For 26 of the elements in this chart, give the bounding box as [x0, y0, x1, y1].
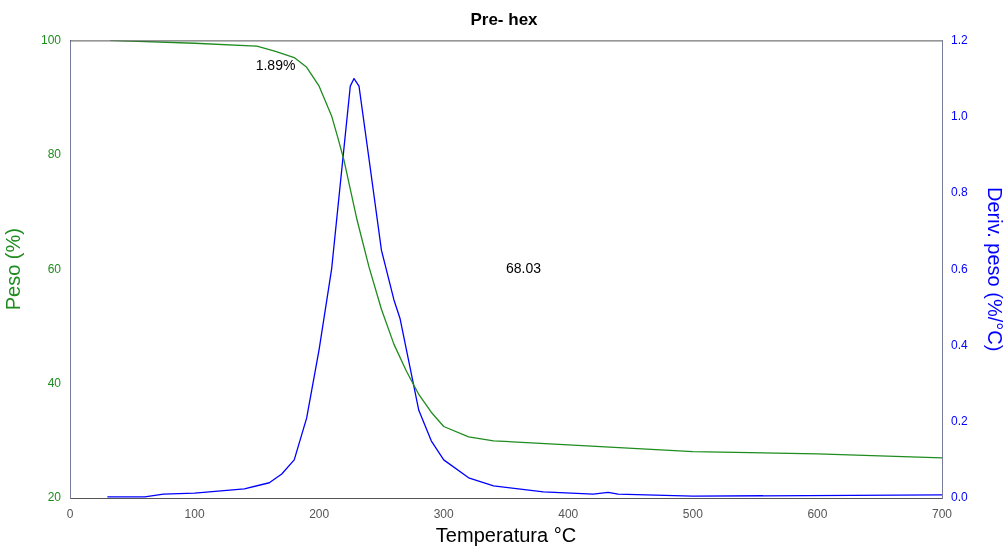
x-tick-label: 500	[682, 506, 704, 521]
annotation: 1.89%	[255, 57, 296, 74]
y-tick-label: 40	[47, 375, 62, 390]
y2-tick-label: 0.8	[951, 185, 969, 200]
x-tick-label: 0	[66, 506, 74, 521]
x-tick-label: 400	[558, 506, 579, 521]
y2-tick-label: 1.2	[951, 32, 969, 47]
y2-tick-label: 1.0	[951, 108, 969, 123]
x-tick-label: 300	[433, 506, 455, 521]
x-tick-label: 100	[184, 506, 205, 521]
annotation: 68.03	[506, 260, 542, 277]
y2-tick-label: 0.6	[951, 261, 969, 276]
y-tick-label: 100	[40, 32, 62, 47]
x-tick-label: 700	[931, 506, 953, 521]
x-tick-label: 200	[309, 506, 330, 521]
y2-axis-title: Deriv. peso (%/°C)	[984, 187, 1007, 352]
y-tick-label: 60	[47, 261, 62, 276]
chart-title: Pre- hex	[470, 9, 539, 29]
y-tick-label: 20	[47, 490, 62, 505]
y-axis-title: Peso (%)	[1, 228, 24, 311]
x-tick-label: 600	[807, 506, 828, 521]
x-axis-title: Temperatura °C	[435, 523, 577, 546]
y2-tick-label: 0.2	[951, 414, 969, 429]
y2-tick-label: 0.4	[951, 337, 969, 352]
y2-tick-label: 0.0	[951, 490, 969, 505]
y-tick-label: 80	[47, 147, 62, 162]
